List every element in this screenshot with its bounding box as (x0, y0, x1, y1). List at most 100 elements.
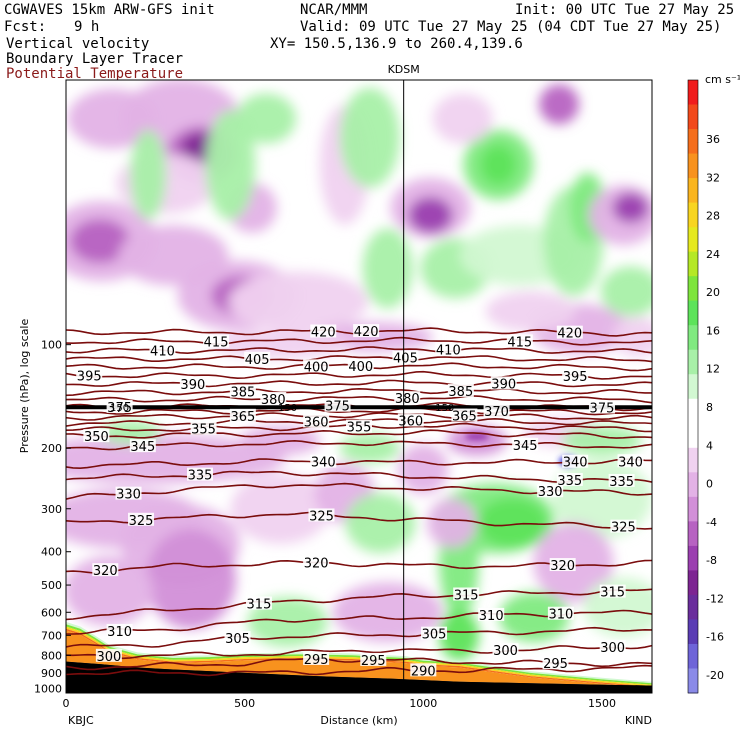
velocity-cell (339, 433, 400, 464)
velocity-cell (146, 528, 237, 629)
colorbar-swatch (688, 668, 698, 694)
theta-label-bg (95, 648, 122, 662)
y-tick-label: 200 (41, 442, 62, 455)
theta-label-375: 375 (325, 400, 350, 415)
theta-label-bg (547, 606, 574, 620)
theta-label-bg (492, 643, 519, 657)
kdsm-label: KDSM (388, 63, 420, 76)
theta-label-290: 290 (411, 664, 436, 679)
theta-label-395: 395 (77, 370, 102, 385)
theta-label-bg (447, 383, 474, 397)
theta-label-bg (549, 558, 576, 572)
forecast-label: Fcst: (4, 19, 47, 35)
theta-label-bg (410, 663, 437, 677)
theta-contour-305 (66, 626, 652, 648)
plot-frame (65, 79, 653, 694)
velocity-cell (432, 93, 493, 144)
theta-label-340: 340 (311, 456, 336, 471)
colorbar-tick-label: 20 (706, 286, 720, 299)
theta-label-bg (308, 508, 335, 522)
colorbar-swatch (688, 251, 698, 277)
theta-contour-340 (66, 458, 652, 470)
tracer-band (66, 626, 652, 687)
y-tick-label: 300 (41, 503, 62, 516)
theta-contour-380 (66, 395, 652, 404)
theta-label-365: 365 (452, 410, 477, 425)
theta-label-385: 385 (448, 385, 473, 400)
colorbar-unit: cm s⁻¹ (705, 73, 740, 86)
theta-label-bg (179, 376, 206, 390)
theta-label-bg (106, 399, 133, 413)
velocity-cell (539, 84, 580, 125)
colorbar-tick-label: -20 (706, 669, 724, 682)
colorbar-tick-label: -4 (706, 516, 717, 529)
theta-label-bg (186, 467, 213, 481)
colorbar-swatch (688, 472, 698, 498)
velocity-cell (477, 497, 548, 548)
theta-label-bg (346, 419, 372, 433)
velocity-cell (230, 473, 331, 544)
velocity-cell (408, 197, 453, 234)
colorbar-swatch (688, 570, 698, 596)
colorbar-tick-label: -8 (706, 554, 717, 567)
theta-label-410: 410 (150, 345, 175, 360)
theta-label-305: 305 (225, 632, 250, 647)
theta-label-bg (303, 414, 330, 428)
theta-label-bg (608, 473, 635, 487)
y-tick-label: 400 (41, 546, 62, 559)
theta-label-320: 320 (550, 559, 575, 574)
y-axis-title: Pressure (hPa), log scale (18, 319, 31, 454)
colorbar-swatch (688, 374, 698, 400)
theta-label-400: 400 (304, 360, 329, 375)
theta-label-330: 330 (116, 488, 141, 503)
theta-label-390: 390 (491, 378, 516, 393)
org-label: NCAR/MMM (300, 2, 368, 18)
theta-label-340: 340 (618, 455, 643, 470)
velocity-cell (600, 266, 652, 317)
velocity-cell (69, 219, 130, 264)
y-tick-label: 100 (41, 339, 62, 352)
colorbar-swatch (688, 496, 698, 522)
theta-label-295: 295 (361, 654, 386, 669)
colorbar-swatch (688, 129, 698, 155)
tropopause-label: 150 (110, 403, 129, 414)
theta-label-bg (490, 376, 517, 390)
theta-contour-300 (66, 644, 652, 660)
theta-label-bg (260, 391, 287, 405)
velocity-blobs (66, 80, 652, 661)
theta-label-bg (115, 486, 142, 500)
colorbar-tick-label: 32 (706, 171, 720, 184)
colorbar-frame (687, 79, 699, 694)
y-tick-label: 500 (41, 579, 62, 592)
theta-label-bg (537, 484, 564, 498)
model-title: CGWAVES 15km ARW-GFS init (4, 2, 215, 18)
theta-label-325: 325 (129, 514, 154, 529)
theta-label-375: 375 (107, 401, 132, 416)
theta-label-320: 320 (304, 557, 329, 572)
theta-label-310: 310 (479, 609, 504, 624)
theta-label-bg (229, 408, 256, 422)
colorbar-swatch (688, 423, 698, 449)
theta-contour-345 (66, 439, 652, 451)
theta-label-bg (310, 324, 337, 338)
theta-label-325: 325 (309, 509, 334, 524)
theta-contour-365 (66, 412, 652, 421)
terrain-base (66, 661, 652, 693)
theta-label-bg (394, 391, 421, 405)
colorbar-tick-label: -16 (706, 631, 724, 644)
theta-contour-390 (66, 379, 652, 388)
theta-label-bg (347, 358, 374, 372)
theta-label-375: 375 (590, 402, 615, 417)
x-tick-label: 1000 (409, 697, 437, 710)
colorbar: 36 32 28 24 20 16 12 8 4 0 -4 -8 -12 -16 -20 (687, 79, 724, 694)
x-end-label-right: KIND (625, 714, 652, 727)
theta-label-bg (149, 343, 176, 357)
theta-label-bg (556, 325, 583, 339)
tracer-band (66, 628, 652, 688)
theta-label-305: 305 (422, 628, 447, 643)
tracer-band-high (66, 630, 652, 688)
theta-label-bg (542, 656, 569, 670)
theta-label-bg (556, 472, 583, 486)
theta-label-bg (562, 454, 589, 468)
